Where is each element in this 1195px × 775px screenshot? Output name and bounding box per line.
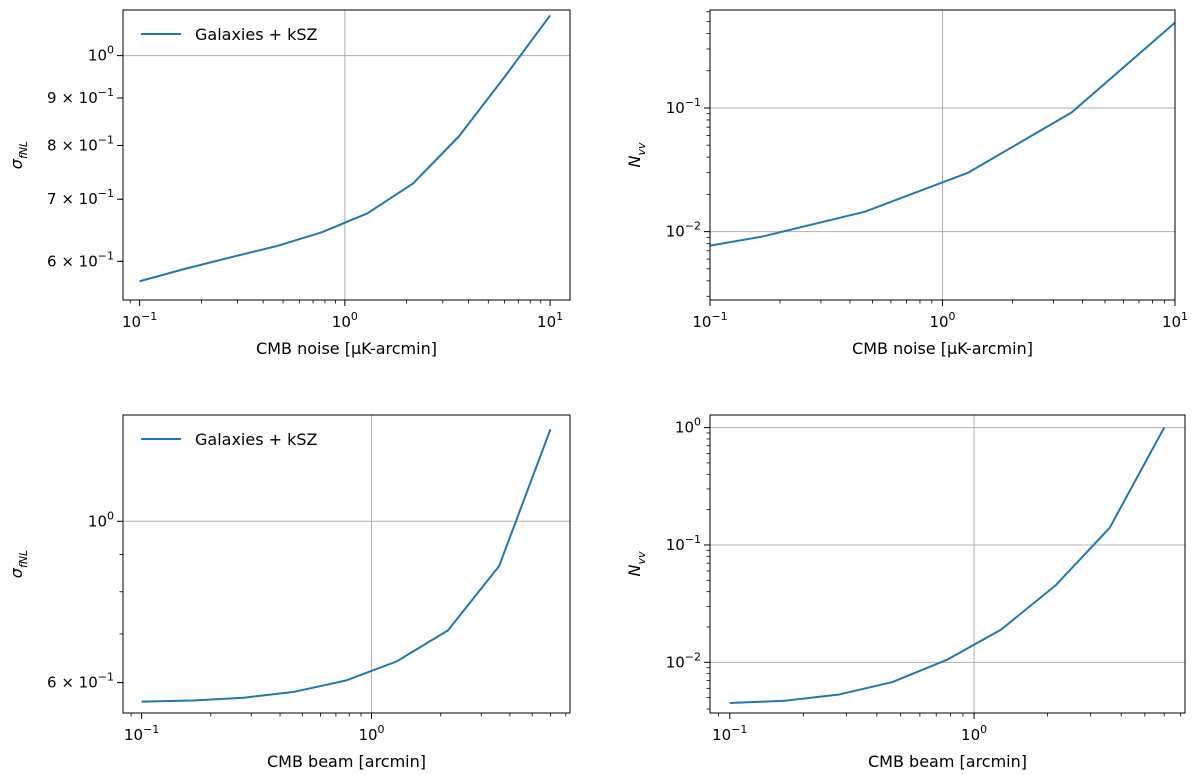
x-tick-label: 100 bbox=[332, 310, 358, 331]
x-tick-label: 100 bbox=[929, 310, 955, 331]
series-line bbox=[139, 14, 551, 283]
y-axis-label: Nvv bbox=[625, 551, 648, 576]
x-axis-label: CMB beam [arcmin] bbox=[267, 752, 426, 771]
x-tick-label: 100 bbox=[961, 723, 987, 744]
x-tick-label: 10−1 bbox=[692, 310, 727, 331]
y-tick-label: 10−1 bbox=[666, 96, 701, 117]
y-tick-label: 9 × 10−1 bbox=[47, 86, 114, 107]
x-axis-label: CMB noise [μK-arcmin] bbox=[852, 339, 1033, 358]
y-axis-label: Nvv bbox=[625, 142, 648, 167]
axes-frame bbox=[122, 414, 571, 714]
x-tick-label: 10−1 bbox=[124, 723, 159, 744]
x-tick-label: 10−1 bbox=[712, 723, 747, 744]
axes-frame bbox=[122, 9, 571, 301]
y-tick-label: 10−1 bbox=[666, 533, 701, 554]
x-axis-label: CMB beam [arcmin] bbox=[868, 752, 1027, 771]
series-line bbox=[709, 21, 1176, 247]
y-tick-label: 10−2 bbox=[666, 650, 701, 671]
x-axis-label: CMB noise [μK-arcmin] bbox=[256, 339, 437, 358]
legend-label: Galaxies + kSZ bbox=[195, 25, 318, 44]
y-axis-label: σfNL bbox=[7, 550, 30, 578]
y-tick-label: 100 bbox=[88, 44, 114, 65]
y-axis-label: σfNL bbox=[7, 141, 30, 169]
x-tick-label: 100 bbox=[358, 723, 384, 744]
legend-label: Galaxies + kSZ bbox=[195, 430, 318, 449]
y-tick-label: 8 × 10−1 bbox=[47, 133, 114, 154]
y-tick-label: 6 × 10−1 bbox=[47, 249, 114, 270]
axes-frame bbox=[709, 414, 1186, 714]
x-tick-label: 10−1 bbox=[122, 310, 157, 331]
y-tick-label: 10−2 bbox=[666, 220, 701, 241]
y-tick-label: 7 × 10−1 bbox=[47, 187, 114, 208]
y-tick-label: 100 bbox=[675, 416, 701, 437]
series-line bbox=[729, 427, 1166, 705]
y-tick-label: 6 × 10−1 bbox=[47, 671, 114, 692]
axes-frame bbox=[709, 9, 1176, 301]
series-line bbox=[141, 428, 552, 703]
x-tick-label: 101 bbox=[537, 310, 563, 331]
x-tick-label: 101 bbox=[1162, 310, 1188, 331]
y-tick-label: 100 bbox=[88, 509, 114, 530]
